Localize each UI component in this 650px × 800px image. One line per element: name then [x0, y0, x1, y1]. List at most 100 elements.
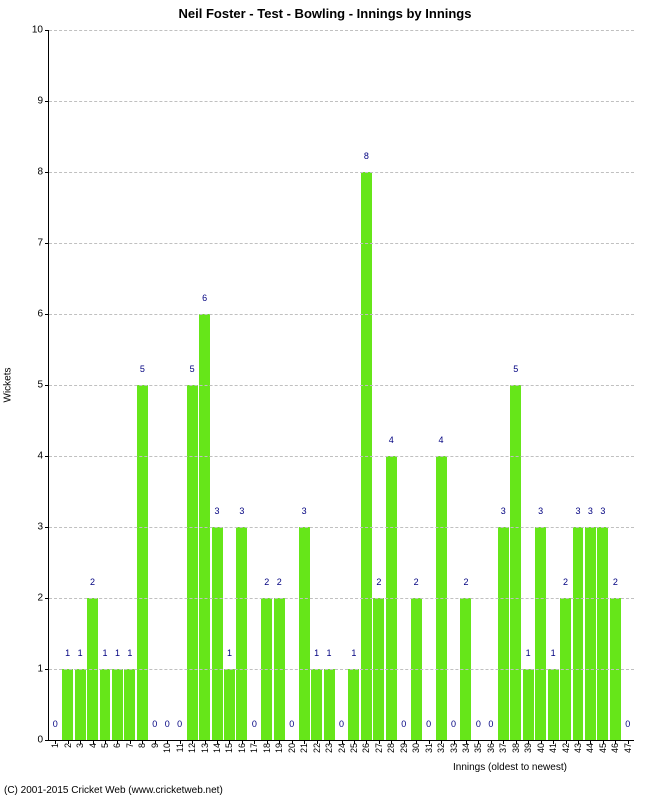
x-axis-label: Innings (oldest to newest) [453, 762, 567, 773]
value-label: 0 [426, 719, 431, 729]
xtick-label: 12 [187, 743, 197, 753]
gridline [49, 243, 634, 244]
gridline [49, 527, 634, 528]
ytick-mark [45, 598, 49, 599]
xtick-label: 21 [299, 743, 309, 753]
value-label: 1 [65, 648, 70, 658]
gridline [49, 456, 634, 457]
xtick-label: 28 [386, 743, 396, 753]
ytick-label: 8 [37, 167, 43, 178]
value-label: 2 [463, 577, 468, 587]
ytick-label: 3 [37, 522, 43, 533]
xtick-label: 40 [536, 743, 546, 753]
value-label: 0 [252, 719, 257, 729]
bar [311, 669, 322, 740]
ytick-label: 2 [37, 593, 43, 604]
value-label: 8 [364, 151, 369, 161]
value-label: 3 [302, 506, 307, 516]
xtick-label: 2 [63, 743, 73, 748]
gridline [49, 669, 634, 670]
value-label: 6 [202, 293, 207, 303]
xtick-label: 13 [200, 743, 210, 753]
xtick-label: 34 [461, 743, 471, 753]
value-label: 2 [264, 577, 269, 587]
xtick-label: 42 [561, 743, 571, 753]
xtick-label: 20 [287, 743, 297, 753]
xtick-label: 6 [112, 743, 122, 748]
xtick-label: 23 [324, 743, 334, 753]
gridline [49, 314, 634, 315]
ytick-label: 5 [37, 380, 43, 391]
value-label: 0 [177, 719, 182, 729]
ytick-mark [45, 385, 49, 386]
bar [124, 669, 135, 740]
gridline [49, 172, 634, 173]
value-label: 1 [227, 648, 232, 658]
ytick-label: 6 [37, 309, 43, 320]
value-label: 0 [625, 719, 630, 729]
bar [348, 669, 359, 740]
value-label: 5 [190, 364, 195, 374]
value-label: 2 [376, 577, 381, 587]
gridline [49, 30, 634, 31]
value-label: 2 [563, 577, 568, 587]
bar [187, 385, 198, 740]
value-label: 3 [538, 506, 543, 516]
value-label: 3 [600, 506, 605, 516]
xtick-label: 11 [175, 743, 185, 752]
xtick-label: 43 [573, 743, 583, 753]
ytick-label: 1 [37, 664, 43, 675]
value-label: 2 [277, 577, 282, 587]
xtick-label: 35 [473, 743, 483, 753]
ytick-label: 9 [37, 96, 43, 107]
ytick-mark [45, 172, 49, 173]
ytick-label: 7 [37, 238, 43, 249]
value-label: 5 [513, 364, 518, 374]
xtick-label: 37 [498, 743, 508, 753]
xtick-label: 36 [486, 743, 496, 753]
xtick-label: 9 [150, 743, 160, 748]
xtick-label: 8 [137, 743, 147, 748]
xtick-label: 15 [224, 743, 234, 753]
xtick-label: 31 [424, 743, 434, 753]
xtick-label: 45 [598, 743, 608, 753]
xtick-label: 39 [523, 743, 533, 753]
value-label: 0 [53, 719, 58, 729]
xtick-label: 4 [88, 743, 98, 748]
copyright-text: (C) 2001-2015 Cricket Web (www.cricketwe… [4, 785, 223, 796]
xtick-label: 30 [411, 743, 421, 753]
ytick-mark [45, 527, 49, 528]
bar [100, 669, 111, 740]
value-label: 1 [115, 648, 120, 658]
xtick-label: 16 [237, 743, 247, 753]
gridline [49, 598, 634, 599]
ytick-mark [45, 456, 49, 457]
value-label: 0 [289, 719, 294, 729]
ytick-mark [45, 740, 49, 741]
gridline [49, 101, 634, 102]
chart-title: Neil Foster - Test - Bowling - Innings b… [0, 6, 650, 21]
value-label: 1 [551, 648, 556, 658]
value-label: 3 [239, 506, 244, 516]
xtick-label: 33 [449, 743, 459, 753]
value-label: 1 [314, 648, 319, 658]
value-label: 0 [152, 719, 157, 729]
value-label: 1 [127, 648, 132, 658]
bar [324, 669, 335, 740]
bar [523, 669, 534, 740]
bar [498, 527, 509, 740]
value-label: 1 [102, 648, 107, 658]
bar [573, 527, 584, 740]
value-label: 3 [575, 506, 580, 516]
value-label: 1 [526, 648, 531, 658]
ytick-mark [45, 101, 49, 102]
xtick-label: 3 [75, 743, 85, 748]
value-label: 0 [339, 719, 344, 729]
value-label: 1 [351, 648, 356, 658]
value-label: 4 [389, 435, 394, 445]
value-label: 3 [588, 506, 593, 516]
xtick-label: 19 [274, 743, 284, 753]
value-label: 0 [401, 719, 406, 729]
value-label: 1 [78, 648, 83, 658]
xtick-label: 17 [249, 743, 259, 753]
